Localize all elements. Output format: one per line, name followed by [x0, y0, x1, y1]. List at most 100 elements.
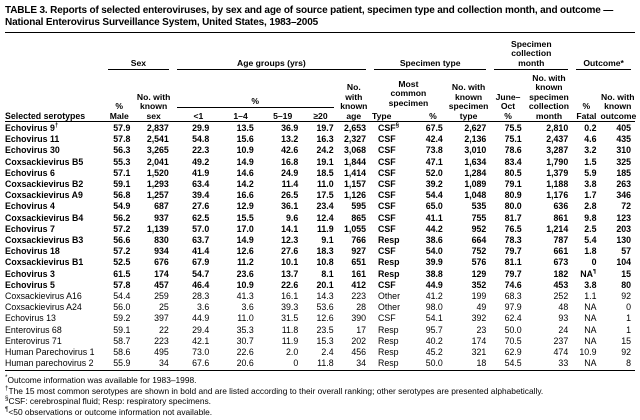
- value-cell: 31.5: [281, 313, 299, 324]
- value-cell: 61.5: [113, 268, 131, 279]
- value-cell: 8: [600, 358, 635, 372]
- value-cell: 36.1: [281, 201, 299, 212]
- value-cell: 97.9: [504, 302, 522, 313]
- value-cell: 23.5: [316, 324, 334, 335]
- table-title: TABLE 3. Reports of selected enterovirus…: [5, 5, 635, 33]
- value-cell: 16.1: [281, 291, 299, 302]
- col-header-serotypes: Selected serotypes: [5, 110, 86, 121]
- spanner-age-pct: %: [173, 70, 338, 108]
- table-row: Echovirus 4 54.9 687 27.6 12.9 36.1 23.4 595 CSF…: [5, 201, 635, 212]
- specimen-type-cell: CSF: [378, 134, 396, 145]
- value-cell: 28: [356, 302, 366, 313]
- col-header-known-collection-month: No. with known specimen collection month: [528, 72, 570, 121]
- value-cell: 1,634: [464, 156, 487, 167]
- value-cell: 3,287: [546, 145, 569, 156]
- specimen-type-cell: CSF: [378, 179, 396, 190]
- value-cell: 1,790: [546, 156, 569, 167]
- value-cell: 16.6: [236, 190, 254, 201]
- value-cell: 1.8: [584, 246, 597, 257]
- footnote: ¶<50 observations or outcome information…: [5, 406, 635, 417]
- value-cell: 24: [558, 324, 569, 335]
- col-header-type: Type: [372, 110, 392, 121]
- table-row: Coxsackievirus B3 56.6 830 63.7 14.9 12.3 9.1 7…: [5, 235, 635, 246]
- serotype-cell: Echovirus 4: [5, 201, 55, 212]
- serotype-cell: Human parechovirus 2: [5, 358, 105, 372]
- value-cell: 11.8: [302, 358, 338, 372]
- value-cell: 1,188: [546, 179, 569, 190]
- value-cell: 93: [558, 313, 569, 324]
- value-cell: 92: [621, 347, 631, 358]
- value-cell: 54.8: [192, 134, 210, 145]
- value-cell: 18.5: [316, 167, 334, 178]
- value-cell: 457: [154, 279, 169, 290]
- value-cell: 13.2: [281, 134, 299, 145]
- specimen-type-cell: CSF: [378, 279, 396, 290]
- footnote-text: CSF: cerebrospinal fluid; Resp: respirat…: [8, 396, 211, 407]
- serotype-cell: Coxsackievirus A16: [5, 291, 82, 302]
- value-cell: 78.3: [504, 235, 522, 246]
- value-cell: 14.2: [236, 179, 254, 190]
- value-cell: 98.0: [425, 302, 443, 313]
- value-cell: 927: [351, 246, 366, 257]
- col-header-age-ge20: ≥20: [313, 110, 328, 121]
- value-cell: 47.1: [425, 156, 443, 167]
- value-cell: 2.4: [321, 347, 334, 358]
- value-cell: 259: [154, 291, 169, 302]
- value-cell: 310: [616, 145, 631, 156]
- value-cell: 15.6: [236, 134, 254, 145]
- value-cell: 0.2: [572, 121, 601, 135]
- value-cell: 48: [558, 302, 569, 313]
- specimen-type-cell: Resp: [378, 235, 400, 246]
- value-cell: 67.9: [192, 257, 210, 268]
- value-cell: 687: [154, 201, 169, 212]
- col-header-most-common-specimen: Most common specimen: [388, 78, 429, 108]
- value-cell: 41.2: [425, 291, 443, 302]
- value-cell: 80.0: [504, 201, 522, 212]
- value-cell: 636: [553, 201, 569, 212]
- value-cell: 63.4: [192, 179, 210, 190]
- serotype-cell: Echovirus 18: [5, 246, 60, 257]
- value-cell: 78.6: [504, 145, 522, 156]
- value-cell: 952: [471, 223, 487, 234]
- table-row: Echovirus 5 57.8 457 46.4 10.9 22.6 20.1 412 CSF…: [5, 280, 635, 291]
- value-cell: 14.6: [236, 167, 254, 178]
- value-cell: 80: [621, 279, 631, 290]
- value-cell: 56.8: [113, 190, 131, 201]
- value-cell: 41.1: [425, 212, 443, 223]
- value-cell: 161: [351, 268, 366, 279]
- col-header-pct-fatal: % Fatal: [576, 101, 597, 121]
- value-cell: 57.0: [192, 223, 210, 234]
- serotype-cell: Coxsackievirus B2: [5, 179, 84, 190]
- value-cell: 9.8: [584, 212, 597, 223]
- value-cell: 19.7: [302, 121, 338, 135]
- serotype-cell: Echovirus 13: [5, 313, 56, 324]
- value-cell: 38.6: [425, 235, 443, 246]
- header-row-spanners: Selected serotypes Sex Age groups (yrs) …: [5, 34, 635, 120]
- serotype-cell: Echovirus 30: [5, 145, 60, 156]
- header-row-sub: % Male No. with known sex % No. with kno…: [5, 70, 637, 120]
- value-cell: 830: [154, 235, 169, 246]
- value-cell: 2,627: [446, 121, 491, 135]
- value-cell: 30.7: [236, 335, 254, 346]
- value-cell: 11.4: [281, 179, 299, 190]
- value-cell: 10.1: [281, 257, 299, 268]
- value-cell: 1,048: [464, 190, 487, 201]
- value-cell: 62.5: [192, 212, 210, 223]
- serotype-cell: Echovirus 7: [5, 223, 55, 234]
- specimen-type-cell: CSF: [378, 145, 396, 156]
- value-cell: 11.0: [237, 313, 254, 324]
- value-cell: 17.5: [316, 190, 334, 201]
- value-cell: 0: [591, 257, 597, 268]
- value-cell: 18: [446, 358, 491, 372]
- value-cell: NA: [584, 313, 597, 324]
- value-cell: 263: [616, 179, 631, 190]
- value-cell: 44.9: [425, 279, 443, 290]
- value-cell: 24.2: [316, 145, 334, 156]
- value-cell: 57: [621, 246, 631, 257]
- value-cell: 56.6: [113, 235, 131, 246]
- value-cell: 36.9: [257, 121, 303, 135]
- serotype-cell: Echovirus 5: [5, 279, 55, 290]
- value-cell: 1,055: [343, 223, 366, 234]
- value-cell: 2,041: [146, 156, 169, 167]
- value-cell: 1,126: [343, 190, 366, 201]
